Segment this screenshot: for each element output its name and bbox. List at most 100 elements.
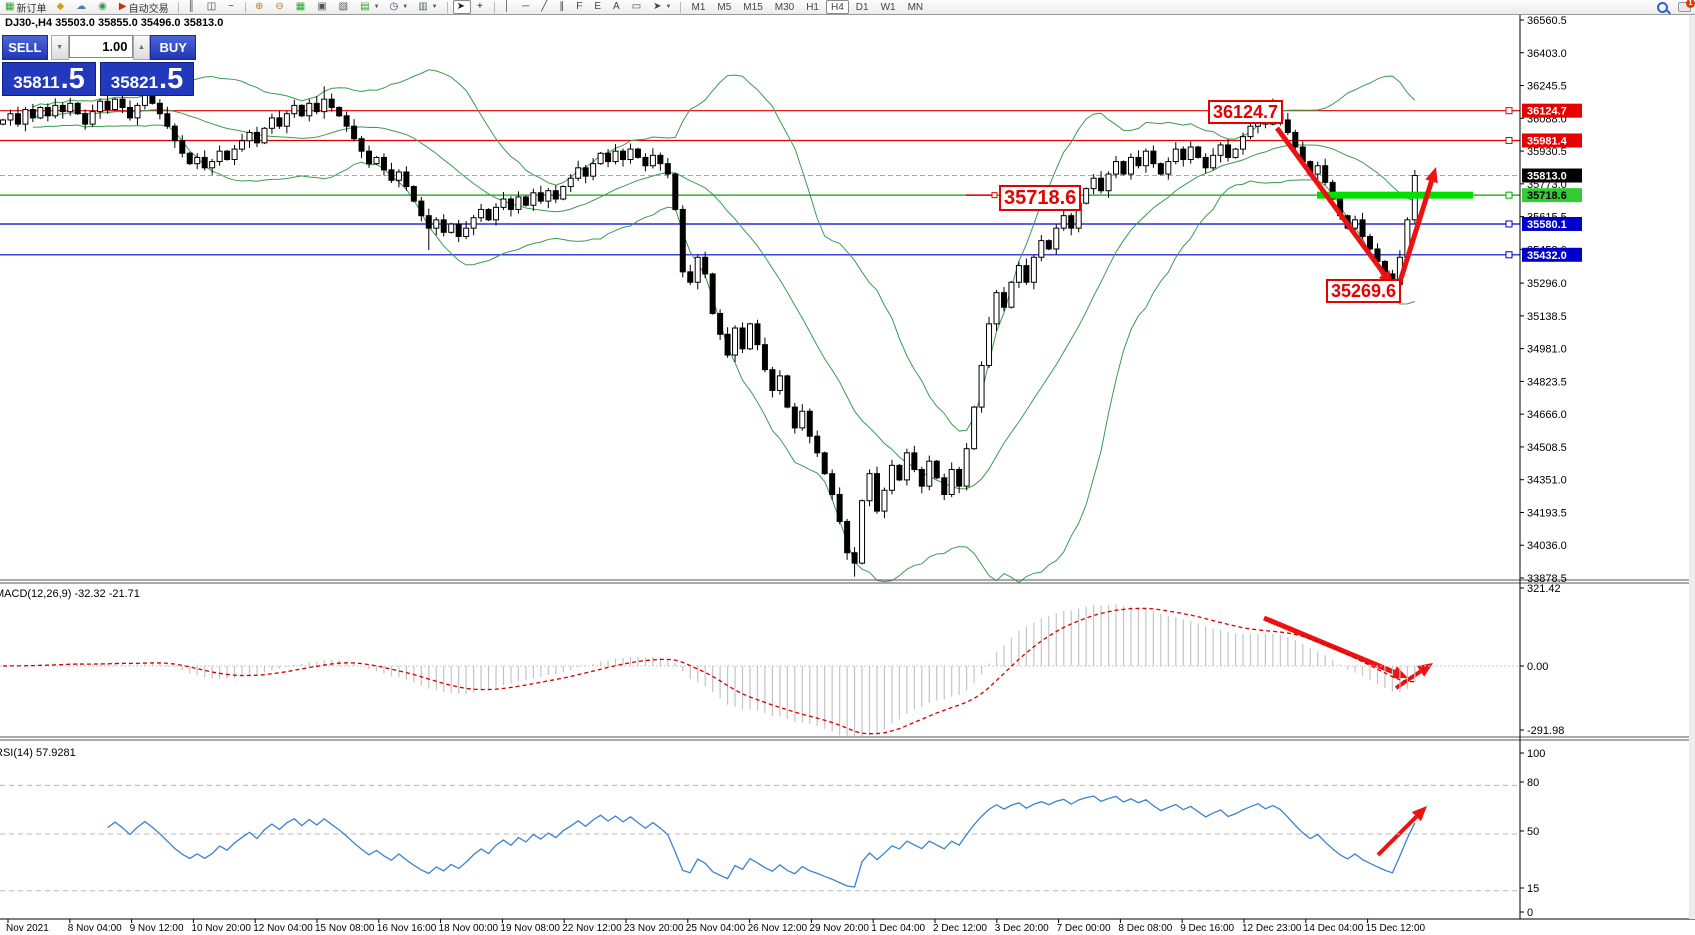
svg-text:1 Dec 04:00: 1 Dec 04:00: [871, 923, 925, 934]
fibonacci-button[interactable]: F: [572, 0, 588, 14]
arrange-windows-button[interactable]: ▣: [313, 0, 332, 14]
timeframe-h1-button[interactable]: H1: [806, 1, 819, 13]
timeframe-m5-button[interactable]: M5: [717, 1, 732, 13]
label-icon: ▭: [631, 1, 642, 12]
timeframe-mn-button[interactable]: MN: [907, 1, 924, 13]
volume-decrease-button[interactable]: ▼: [50, 35, 69, 60]
line-chart-button[interactable]: ~: [224, 0, 240, 14]
svg-text:0.00: 0.00: [1527, 661, 1548, 673]
buy-price[interactable]: 35821 .5: [100, 62, 194, 96]
cascade-windows-icon: ▧: [338, 1, 349, 12]
autotrading-button-label: 自动交易: [128, 3, 169, 15]
arrows-button[interactable]: ➤ ▼: [649, 0, 675, 14]
timeframe-d1-button[interactable]: D1: [855, 1, 869, 13]
macd-indicator-label: MACD(12,26,9) -32.32 -21.71: [0, 588, 140, 600]
svg-text:36124.7: 36124.7: [1527, 106, 1567, 118]
trendline-button[interactable]: ╱: [537, 0, 553, 14]
svg-text:80: 80: [1527, 777, 1539, 789]
template-icon: ▥: [418, 1, 428, 12]
buy-button[interactable]: BUY: [150, 35, 196, 60]
sell-price[interactable]: 35811 .5: [2, 62, 96, 96]
price-axis-labels: 36560.536403.036245.536088.035930.535773…: [1520, 15, 1567, 585]
candlestick-chart-button[interactable]: ◫: [203, 0, 222, 14]
zoom-out-button[interactable]: ⊖: [271, 0, 289, 14]
volume-increase-button[interactable]: ▲: [132, 35, 151, 60]
chart-background: [0, 14, 1695, 935]
channel-button[interactable]: ∥: [555, 0, 570, 14]
svg-text:8 Dec 08:00: 8 Dec 08:00: [1118, 923, 1172, 934]
vertical-scrollbar[interactable]: [1689, 14, 1695, 919]
svg-text:35296.0: 35296.0: [1527, 278, 1567, 290]
chat-icon[interactable]: 1: [1678, 0, 1695, 12]
template-button[interactable]: ▥ ▼: [414, 0, 441, 14]
toolbar-separator: [680, 1, 682, 13]
timeframe-w1-button[interactable]: W1: [880, 1, 896, 13]
timeframe-m30-button[interactable]: M30: [774, 1, 795, 13]
arrange-windows-icon: ▣: [317, 1, 327, 12]
signals-button[interactable]: ◉: [94, 0, 113, 14]
zoom-out-icon: ⊖: [275, 1, 284, 12]
price-axis-badges: 36124.7 35981.4 35813.0 35718.6 35580.1 35432…: [1522, 103, 1582, 262]
svg-text:100: 100: [1527, 748, 1545, 760]
svg-text:9 Dec 16:00: 9 Dec 16:00: [1180, 923, 1234, 934]
cursor-button[interactable]: ➤: [452, 0, 472, 14]
svg-text:15: 15: [1527, 883, 1539, 895]
svg-text:10 Nov 20:00: 10 Nov 20:00: [191, 923, 251, 934]
annotation-peak-price[interactable]: 36124.7: [1208, 100, 1284, 124]
line-chart-icon: ~: [228, 1, 234, 12]
new-order-button[interactable]: ▦ 新订单: [1, 0, 50, 15]
vertical-line-button[interactable]: │: [500, 0, 516, 14]
crosshair-button[interactable]: +: [473, 0, 489, 14]
annotation-low-price[interactable]: 35269.6: [1326, 279, 1402, 303]
timeframe-h4-button[interactable]: H4: [826, 0, 849, 14]
toolbar-right-group: 1: [1657, 0, 1695, 13]
tile-windows-icon: ▦: [295, 1, 306, 12]
market-watch-icon: ◆: [56, 1, 65, 12]
autotrading-button[interactable]: ▶ 自动交易: [115, 0, 173, 15]
svg-text:34193.5: 34193.5: [1527, 507, 1567, 519]
horizontal-line-icon: ─: [522, 1, 530, 12]
svg-text:12 Dec 23:00: 12 Dec 23:00: [1242, 923, 1302, 934]
macd-scale: 321.42 0.00 -291.98: [1520, 583, 1564, 737]
period-button[interactable]: ◷ ▼: [386, 0, 413, 14]
search-icon[interactable]: [1657, 1, 1668, 13]
green-support-zone[interactable]: [1317, 191, 1473, 199]
fibonacci-icon: F: [576, 1, 583, 12]
svg-text:22 Nov 12:00: 22 Nov 12:00: [562, 923, 622, 934]
timeframe-m1-button[interactable]: M1: [691, 1, 706, 13]
market-watch-button[interactable]: ◆: [52, 0, 70, 14]
period-icon: ◷: [389, 1, 399, 12]
bollinger-upper: [32, 69, 1416, 432]
svg-text:8 Nov 04:00: 8 Nov 04:00: [68, 923, 122, 934]
svg-text:26 Nov 12:00: 26 Nov 12:00: [748, 923, 808, 934]
one-click-trading-panel: SELL ▼ ▲ BUY 35811 .5 35821 .5: [2, 35, 196, 96]
text-icon: A: [613, 1, 620, 12]
add-indicator-button[interactable]: ▤ ▼: [356, 0, 383, 14]
andrews-button[interactable]: E: [590, 0, 607, 14]
horizontal-line-button[interactable]: ─: [518, 0, 535, 14]
cascade-windows-button[interactable]: ▧: [335, 0, 354, 14]
zoom-in-button[interactable]: ⊕: [251, 0, 269, 14]
svg-text:18 Nov 00:00: 18 Nov 00:00: [439, 923, 499, 934]
svg-text:3 Dec 20:00: 3 Dec 20:00: [995, 923, 1049, 934]
svg-text:19 Nov 08:00: 19 Nov 08:00: [500, 923, 560, 934]
volume-input[interactable]: [68, 35, 133, 58]
toolbar-separator: [177, 1, 179, 13]
svg-text:34981.0: 34981.0: [1527, 344, 1567, 356]
tile-windows-button[interactable]: ▦: [292, 0, 311, 14]
chat-badge: 1: [1686, 0, 1695, 8]
bar-chart-button[interactable]: ║: [184, 0, 201, 14]
trendline-icon: ╱: [541, 1, 548, 12]
annotation-support-price[interactable]: 35718.6: [999, 185, 1082, 211]
svg-text:15 Dec 12:00: 15 Dec 12:00: [1366, 923, 1426, 934]
chart-ohlc-title: DJ30-,H4 35503.0 35855.0 35496.0 35813.0: [5, 17, 224, 29]
navigator-button[interactable]: ☁: [72, 0, 92, 14]
label-button[interactable]: ▭: [628, 0, 647, 14]
svg-text:25 Nov 04:00: 25 Nov 04:00: [686, 923, 746, 934]
text-button[interactable]: A: [609, 0, 626, 14]
toolbar-separator: [244, 1, 246, 13]
sell-button[interactable]: SELL: [2, 35, 48, 60]
timeframe-m15-button[interactable]: M15: [743, 1, 763, 13]
